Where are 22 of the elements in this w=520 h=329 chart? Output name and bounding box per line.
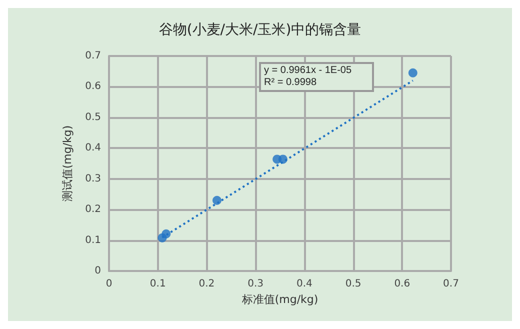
- x-tick-label: 0.5: [345, 278, 362, 290]
- y-tick-label: 0.7: [85, 50, 101, 62]
- y-tick-label: 0.1: [85, 234, 101, 246]
- x-tick-label: 0.1: [150, 278, 166, 290]
- point: [408, 68, 418, 78]
- y-tick-label: 0.6: [85, 81, 101, 92]
- x-tick-label: 0: [106, 278, 112, 290]
- x-axis-title: 标准值(mg/kg): [240, 292, 318, 306]
- x-tick-label: 0.4: [296, 278, 312, 290]
- y-tick-label: 0.4: [85, 142, 101, 154]
- y-tick-label: 0: [94, 266, 101, 276]
- y-tick-label: 0.3: [85, 173, 101, 184]
- chart-title: 谷物(小麦/大米/玉米)中的镉含量: [158, 22, 362, 38]
- x-tick-label: 0.3: [248, 278, 264, 290]
- y-axis-title: 测试值(mg/kg): [61, 125, 74, 202]
- x-tick-label: 0.7: [443, 278, 459, 290]
- y-tick-label: 0.2: [85, 204, 101, 216]
- x-tick-label: 0.2: [198, 278, 215, 290]
- point: [212, 196, 222, 205]
- x-tick-label: 0.6: [394, 278, 410, 290]
- y-tick-label: 0.5: [85, 112, 101, 123]
- annotation: y = 0.9961x - 1E-05 R² = 0.9998: [259, 62, 374, 92]
